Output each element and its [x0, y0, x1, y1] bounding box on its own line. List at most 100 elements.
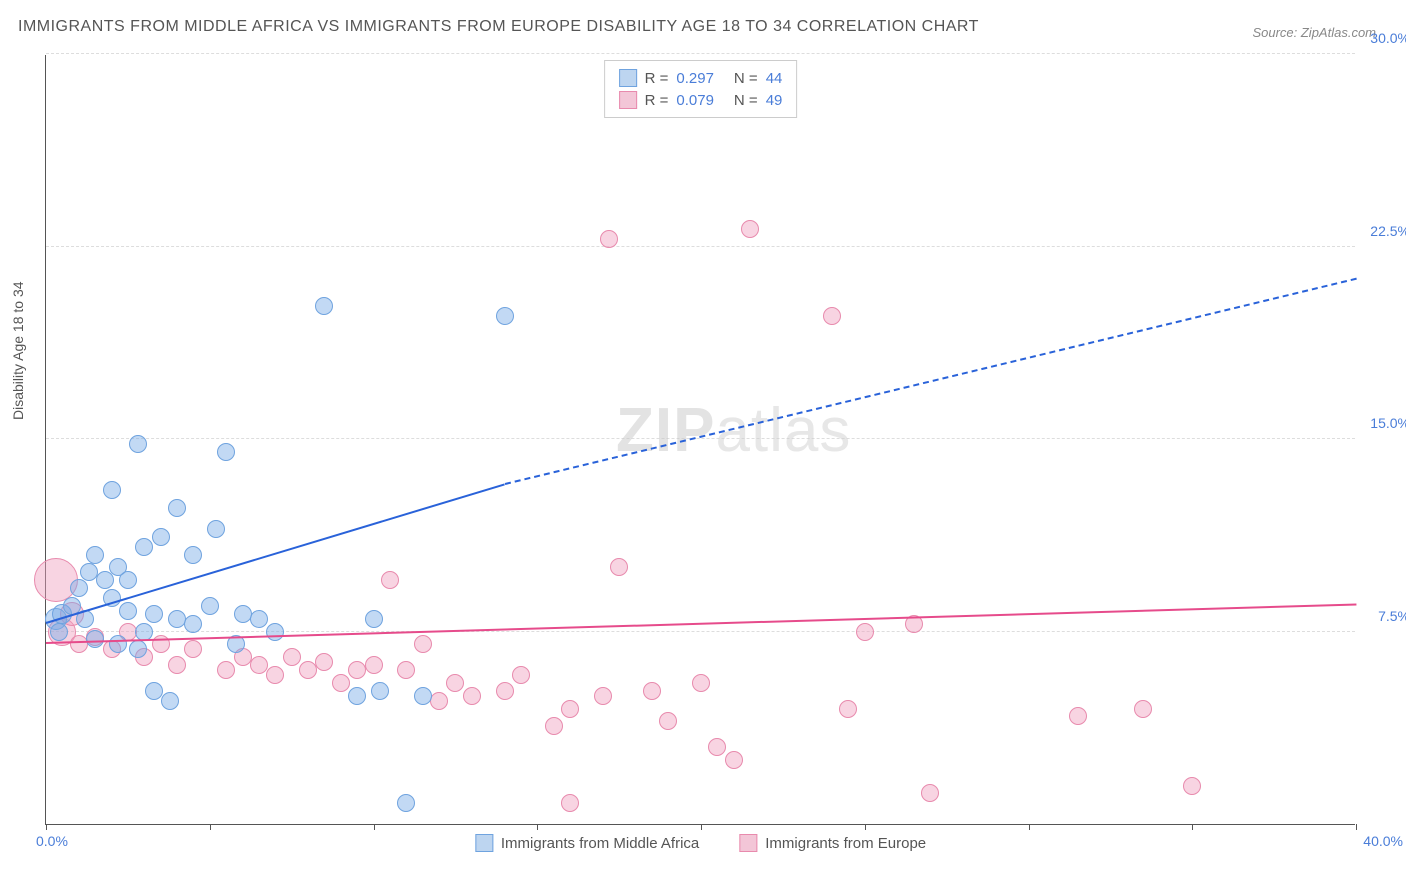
r-label: R =	[645, 92, 669, 109]
scatter-point	[1183, 777, 1201, 795]
x-tick	[1029, 824, 1030, 830]
x-tick	[701, 824, 702, 830]
scatter-point	[381, 571, 399, 589]
scatter-point	[594, 687, 612, 705]
scatter-point	[315, 653, 333, 671]
scatter-point	[414, 687, 432, 705]
scatter-point	[80, 563, 98, 581]
scatter-point	[446, 674, 464, 692]
scatter-point	[70, 579, 88, 597]
scatter-point	[86, 630, 104, 648]
scatter-point	[643, 682, 661, 700]
n-label: N =	[734, 92, 758, 109]
x-tick	[1356, 824, 1357, 830]
scatter-point	[184, 546, 202, 564]
scatter-point	[512, 666, 530, 684]
legend-series-label: Immigrants from Europe	[765, 835, 926, 852]
scatter-point	[135, 538, 153, 556]
y-tick-label: 30.0%	[1370, 30, 1406, 46]
scatter-point	[430, 692, 448, 710]
scatter-point	[692, 674, 710, 692]
x-tick	[537, 824, 538, 830]
scatter-point	[168, 656, 186, 674]
scatter-point	[921, 784, 939, 802]
r-value: 0.079	[676, 92, 714, 109]
legend-swatch	[739, 834, 757, 852]
scatter-point	[50, 623, 68, 641]
scatter-point	[217, 443, 235, 461]
source-attribution: Source: ZipAtlas.com	[1252, 25, 1376, 40]
legend-series-item: Immigrants from Europe	[739, 834, 926, 852]
scatter-point	[561, 794, 579, 812]
y-tick-label: 15.0%	[1370, 415, 1406, 431]
chart-title: IMMIGRANTS FROM MIDDLE AFRICA VS IMMIGRA…	[18, 18, 979, 36]
scatter-point	[299, 661, 317, 679]
scatter-point	[823, 307, 841, 325]
scatter-point	[86, 546, 104, 564]
trend-line	[504, 278, 1356, 485]
legend-swatch	[475, 834, 493, 852]
scatter-point	[266, 623, 284, 641]
scatter-point	[708, 738, 726, 756]
scatter-point	[856, 623, 874, 641]
scatter-point	[610, 558, 628, 576]
scatter-point	[103, 481, 121, 499]
scatter-point	[315, 297, 333, 315]
plot-area: 7.5%15.0%22.5%30.0%0.0%40.0%ZIPatlasR =0…	[45, 55, 1355, 825]
legend-stats-row: R = 0.297 N = 44	[619, 67, 783, 89]
scatter-point	[168, 610, 186, 628]
n-value: 44	[766, 70, 783, 87]
trend-line	[46, 483, 505, 624]
scatter-point	[161, 692, 179, 710]
scatter-point	[250, 610, 268, 628]
gridline	[46, 631, 1355, 632]
scatter-point	[135, 623, 153, 641]
scatter-point	[234, 605, 252, 623]
scatter-point	[348, 687, 366, 705]
legend-series-item: Immigrants from Middle Africa	[475, 834, 699, 852]
legend-series: Immigrants from Middle Africa Immigrants …	[475, 834, 926, 852]
n-value: 49	[766, 92, 783, 109]
scatter-point	[152, 528, 170, 546]
r-label: R =	[645, 70, 669, 87]
y-tick-label: 22.5%	[1370, 223, 1406, 239]
x-tick	[374, 824, 375, 830]
scatter-point	[184, 640, 202, 658]
scatter-point	[839, 700, 857, 718]
scatter-point	[365, 610, 383, 628]
x-tick	[210, 824, 211, 830]
x-tick-label-min: 0.0%	[36, 833, 68, 849]
scatter-point	[184, 615, 202, 633]
scatter-point	[34, 558, 78, 602]
scatter-point	[496, 682, 514, 700]
scatter-point	[145, 682, 163, 700]
scatter-point	[168, 499, 186, 517]
scatter-point	[332, 674, 350, 692]
scatter-point	[397, 794, 415, 812]
scatter-point	[365, 656, 383, 674]
scatter-point	[129, 435, 147, 453]
legend-stats-row: R = 0.079 N = 49	[619, 89, 783, 111]
scatter-point	[266, 666, 284, 684]
scatter-point	[119, 602, 137, 620]
scatter-point	[496, 307, 514, 325]
scatter-point	[129, 640, 147, 658]
scatter-point	[741, 220, 759, 238]
watermark: ZIPatlas	[616, 395, 851, 466]
scatter-point	[119, 571, 137, 589]
scatter-point	[725, 751, 743, 769]
scatter-point	[397, 661, 415, 679]
scatter-point	[283, 648, 301, 666]
scatter-point	[371, 682, 389, 700]
r-value: 0.297	[676, 70, 714, 87]
legend-swatch	[619, 69, 637, 87]
scatter-point	[348, 661, 366, 679]
x-tick	[1192, 824, 1193, 830]
y-tick-label: 7.5%	[1378, 608, 1406, 624]
scatter-point	[414, 635, 432, 653]
scatter-point	[145, 605, 163, 623]
scatter-point	[600, 230, 618, 248]
scatter-point	[201, 597, 219, 615]
legend-series-label: Immigrants from Middle Africa	[501, 835, 699, 852]
n-label: N =	[734, 70, 758, 87]
